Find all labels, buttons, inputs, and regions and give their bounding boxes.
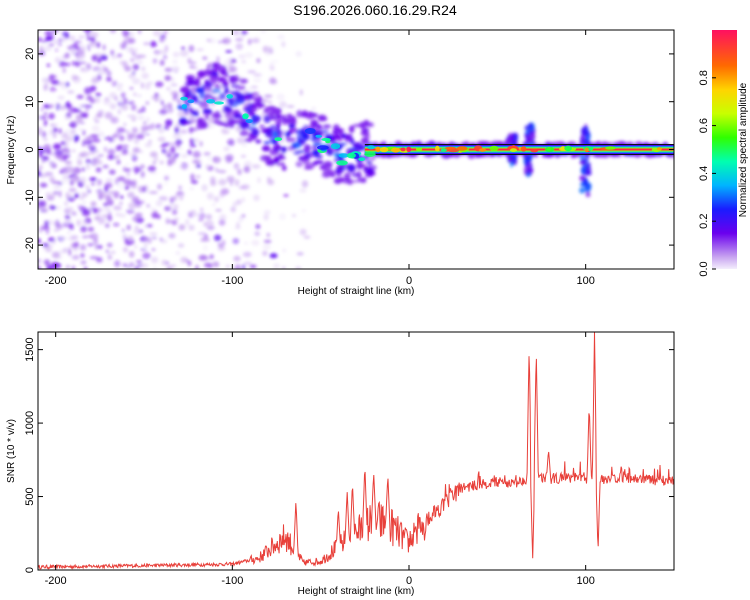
snr-y-tick-label: 500 — [24, 487, 36, 505]
colorbar: 0.0 0.2 0.4 0.6 0.8 Normalized spectral ampl… — [698, 30, 749, 277]
spectrogram-x-tick-label: -100 — [221, 275, 243, 287]
colorbar-gradient — [712, 30, 737, 269]
spectrogram-y-tick-label: 10 — [24, 96, 36, 108]
snr-x-tick-label: -200 — [45, 575, 67, 587]
snr-y-tick-label: 1000 — [24, 411, 36, 435]
spectrogram-y-tick-label: -20 — [24, 237, 36, 253]
colorbar-tick-label: 0.8 — [698, 70, 710, 85]
spectrogram-x-tick-label: 100 — [576, 275, 594, 287]
snr-series-line — [38, 332, 674, 570]
spectrogram-x-axis-label: Height of straight line (km) — [298, 286, 415, 297]
colorbar-tick-label: 0.4 — [698, 166, 710, 181]
snr-y-tick-label: 1500 — [24, 337, 36, 361]
colorbar-tick-label: 0.6 — [698, 118, 710, 133]
snr-x-tick-label: 100 — [576, 575, 594, 587]
colorbar-tick-label: 0.0 — [698, 261, 710, 276]
snr-y-axis-label: SNR (10 * v/v) — [6, 419, 17, 483]
colorbar-label: Normalized spectral amplitude — [738, 82, 749, 217]
snr-x-axis-label: Height of straight line (km) — [298, 586, 415, 597]
snr-frame — [37, 331, 675, 571]
spectrogram-y-tick-label: 0 — [24, 146, 36, 152]
spectrogram-x-tick-label: 0 — [406, 275, 412, 287]
spectrogram-y-tick-label: 20 — [24, 48, 36, 60]
snr-x-tick-label: 0 — [406, 575, 412, 587]
spectrogram-heat — [38, 30, 674, 269]
colorbar-tick-label: 0.2 — [698, 214, 710, 229]
spectrogram-tone-ridge — [180, 94, 674, 166]
snr-x-tick-label: -100 — [221, 575, 243, 587]
spectrogram-x-tick-label: -200 — [45, 275, 67, 287]
spectrogram-y-tick-label: -10 — [24, 189, 36, 205]
snr-y-tick-label: 0 — [24, 567, 36, 573]
spectrogram-y-axis-label: Frequency (Hz) — [6, 116, 17, 185]
chart-title: S196.2026.060.16.29.R24 — [293, 2, 457, 18]
